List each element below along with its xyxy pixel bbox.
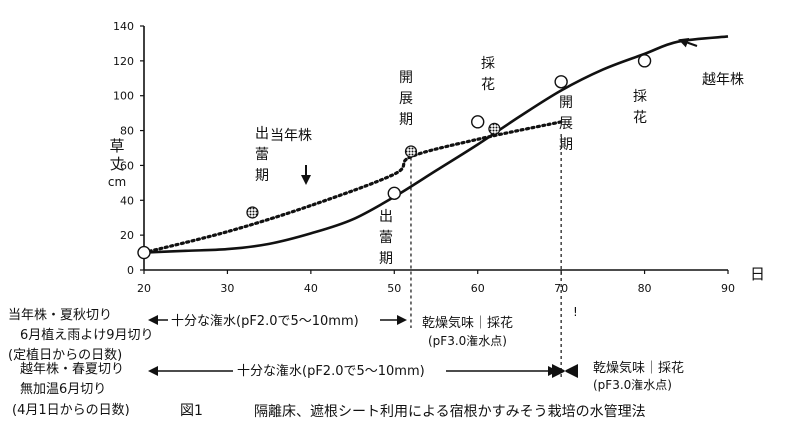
x-tick-label: 60 (471, 282, 485, 295)
stage-bud-touen-char: 出 (255, 126, 269, 142)
svg-text:丈: 丈 (109, 155, 124, 173)
y-tick-label: 0 (127, 264, 134, 277)
etsunen-point (637, 54, 652, 68)
stage-harvest-etsunen: 採花 (633, 89, 647, 126)
row1-mark: ! (573, 305, 578, 319)
row1-left-line2: 6月植え雨よけ9月切り (20, 328, 154, 343)
schedule-row-etsunen: 越年株・春夏切り 無加温6月切り (4月1日からの日数) 十分な潅水(pF2.0… (12, 360, 684, 418)
stage-bud-etsunen-char: 期 (379, 251, 393, 267)
row2-left-line2: 無加温6月切り (20, 382, 106, 397)
series-line-touen (142, 120, 563, 255)
row1-left-line1: 当年株・夏秋切り (8, 308, 112, 323)
etsunen-point (137, 245, 151, 260)
y-tick-label: 80 (120, 125, 134, 138)
y-tick-label: 20 (120, 229, 134, 242)
x-tick-label: 90 (721, 282, 735, 295)
row1-basis: (定植日からの日数) (8, 348, 122, 363)
stage-harvest-touen-char: 花 (481, 77, 495, 93)
row2-dry-sub: (pF3.0潅水点) (593, 378, 672, 392)
x-ticks: 20 30 40 50 60 70 80 90 (137, 270, 735, 295)
stage-bud-touen: 出蕾期 (255, 126, 269, 184)
stage-open-touen-char: 開 (399, 70, 413, 86)
row2-basis: (4月1日からの日数) (12, 403, 130, 418)
schedule-row-touen: 当年株・夏秋切り 6月植え雨よけ9月切り (定植日からの日数) 十分な潅水(pF… (8, 305, 578, 363)
etsunen-label: 越年株 (702, 72, 744, 88)
etsunen-point (554, 75, 568, 89)
etsunen-pointer-arrow (678, 37, 698, 48)
stage-open-etsunen-char: 展 (559, 116, 573, 132)
y-tick-label: 100 (113, 90, 134, 103)
x-tick-label: 30 (220, 282, 234, 295)
touen-point (488, 122, 501, 135)
stage-bud-etsunen-char: 蕾 (379, 230, 393, 246)
data-points (137, 54, 652, 260)
series-line-etsunen (143, 35, 729, 254)
row2-dry: 乾燥気味｜採花 (593, 360, 684, 376)
x-tick-label: 40 (304, 282, 318, 295)
etsunen-point (387, 186, 401, 201)
touen-point (404, 145, 418, 158)
stage-open-touen-char: 期 (399, 112, 413, 128)
x-tick-label: 70 (554, 282, 568, 295)
figure-number: 図1 (180, 403, 203, 419)
svg-text:cm: cm (108, 175, 126, 189)
y-ticks: 0 20 40 60 80 100 120 140 (113, 20, 144, 277)
stage-open-etsunen-char: 期 (559, 137, 573, 153)
y-tick-label: 60 (120, 159, 134, 172)
stage-bud-etsunen: 出蕾期 (379, 209, 393, 267)
y-tick-label: 40 (120, 194, 134, 207)
x-tick-label: 80 (638, 282, 652, 295)
y-tick-label: 140 (113, 20, 134, 33)
y-axis-label: 草 丈 cm (108, 137, 126, 189)
svg-text:草: 草 (109, 137, 124, 155)
touen-label: 当年株 (270, 128, 312, 144)
row1-irrigation: 十分な潅水(pF2.0で5〜10mm) (171, 314, 359, 329)
stage-open-etsunen: 開展期 (559, 95, 573, 153)
row2-irrigation: 十分な潅水(pF2.0で5〜10mm) (237, 364, 425, 379)
figure-caption: 隔離床、遮根シート利用による宿根かすみそう栽培の水管理法 (254, 403, 646, 420)
x-tick-label: 50 (387, 282, 401, 295)
row1-dry-sub: (pF3.0潅水点) (428, 334, 507, 348)
stage-harvest-etsunen-char: 採 (633, 89, 647, 105)
stage-harvest-touen: 採花 (481, 56, 495, 93)
stage-bud-etsunen-char: 出 (379, 209, 393, 225)
stage-bud-touen-char: 期 (255, 168, 269, 184)
stage-harvest-etsunen-char: 花 (633, 110, 647, 126)
row2-bowtie (552, 364, 578, 378)
stage-bud-touen-char: 蕾 (255, 147, 269, 163)
row2-left-line1: 越年株・春夏切り (20, 362, 124, 377)
stage-open-touen-char: 展 (399, 91, 413, 107)
x-tick-label: 20 (137, 282, 151, 295)
y-tick-label: 120 (113, 55, 134, 68)
stage-open-touen: 開展期 (399, 70, 413, 128)
etsunen-point (471, 115, 485, 129)
x-unit-label: 日 (750, 265, 765, 283)
row1-dry: 乾燥気味｜採花 (422, 315, 513, 331)
touen-point (246, 206, 259, 219)
stage-open-etsunen-char: 開 (559, 95, 573, 111)
stage-harvest-touen-char: 採 (481, 56, 495, 72)
